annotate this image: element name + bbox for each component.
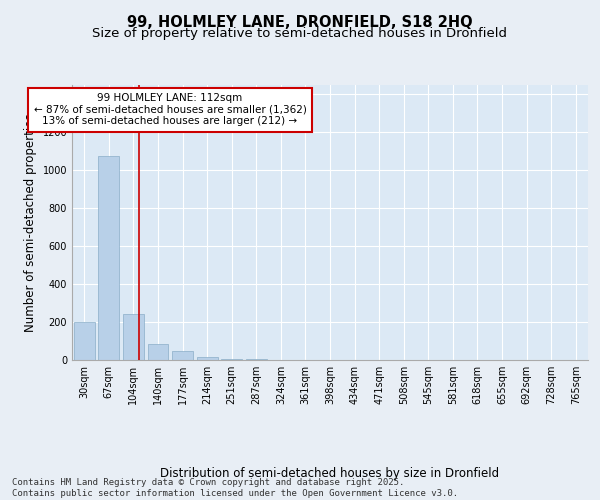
- Text: Size of property relative to semi-detached houses in Dronfield: Size of property relative to semi-detach…: [92, 28, 508, 40]
- Bar: [148, 344, 169, 360]
- X-axis label: Distribution of semi-detached houses by size in Dronfield: Distribution of semi-detached houses by …: [160, 466, 500, 479]
- Bar: [123, 314, 144, 360]
- Y-axis label: Number of semi-detached properties: Number of semi-detached properties: [24, 113, 37, 332]
- Text: Contains HM Land Registry data © Crown copyright and database right 2025.
Contai: Contains HM Land Registry data © Crown c…: [12, 478, 458, 498]
- Bar: [221, 359, 242, 360]
- Bar: [197, 356, 218, 360]
- Text: 99, HOLMLEY LANE, DRONFIELD, S18 2HQ: 99, HOLMLEY LANE, DRONFIELD, S18 2HQ: [127, 15, 473, 30]
- Text: 99 HOLMLEY LANE: 112sqm
← 87% of semi-detached houses are smaller (1,362)
13% of: 99 HOLMLEY LANE: 112sqm ← 87% of semi-de…: [34, 93, 307, 126]
- Bar: [172, 350, 193, 360]
- Bar: [98, 156, 119, 360]
- Bar: [74, 322, 95, 360]
